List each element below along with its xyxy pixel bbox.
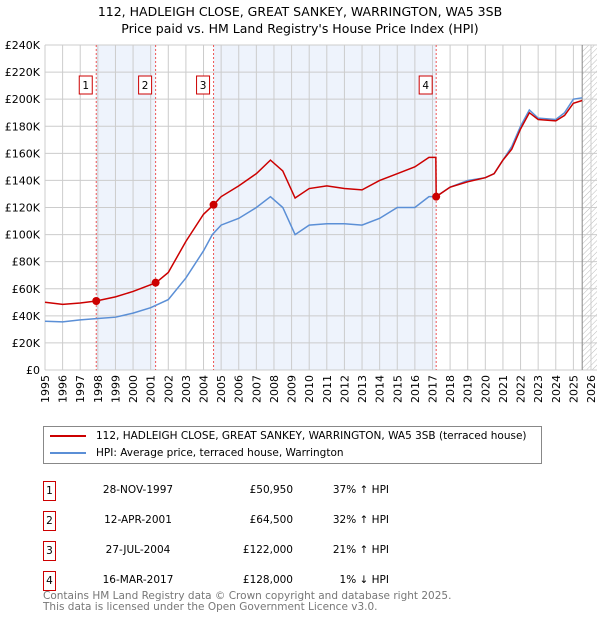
sale-row: 2 12-APR-2001 £64,500 32% ↑ HPI: [43, 511, 443, 531]
sale-badge-label: 2: [142, 80, 149, 92]
x-tick-label: 2006: [233, 375, 246, 403]
sale-badge-label: 3: [200, 80, 207, 92]
x-tick-label: 2002: [162, 375, 175, 403]
sale-row: 4 16-MAR-2017 £128,000 1% ↓ HPI: [43, 571, 443, 591]
sale-price: £122,000: [242, 544, 293, 556]
x-tick-label: 2003: [180, 375, 193, 403]
x-tick-label: 2014: [374, 375, 387, 403]
sale-badge: 4: [43, 571, 56, 591]
chart-subtitle: Price paid vs. HM Land Registry's House …: [121, 21, 479, 36]
sale-date: 12-APR-2001: [104, 514, 172, 526]
sale-badge: 3: [43, 541, 56, 561]
sale-point: [92, 297, 101, 306]
legend-blue-line: [50, 452, 86, 454]
x-tick-label: 2023: [532, 375, 545, 403]
y-tick-label: £120K: [5, 202, 41, 215]
x-tick-label: 1997: [74, 375, 87, 403]
x-tick-label: 2015: [391, 375, 404, 403]
x-tick-label: 1996: [57, 375, 70, 403]
y-tick-label: £20K: [12, 337, 41, 350]
sale-row: 1 28-NOV-1997 £50,950 37% ↑ HPI: [43, 481, 443, 501]
legend-hpi: HPI: Average price, terraced house, Warr…: [96, 447, 344, 459]
x-tick-label: 2010: [303, 375, 316, 403]
y-tick-label: £140K: [5, 174, 41, 187]
sale-badge: [196, 75, 211, 95]
sale-hpi-diff: 32% ↑ HPI: [332, 514, 389, 526]
x-tick-label: 2020: [479, 375, 492, 403]
x-tick-label: 2008: [268, 375, 281, 403]
x-tick-label: 2001: [145, 375, 158, 403]
x-tick-label: 2021: [497, 375, 510, 403]
price-chart: 1995 1996 1997 1998 1999 2000 2001 2002 2003 2004…: [5, 39, 598, 403]
y-tick-label: £160K: [5, 147, 41, 160]
sale-hpi-diff: 37% ↑ HPI: [332, 484, 389, 496]
y-tick-label: £240K: [5, 39, 41, 52]
sale-date: 27-JUL-2004: [105, 544, 171, 556]
sale-row: 3 27-JUL-2004 £122,000 21% ↑ HPI: [43, 541, 443, 561]
x-tick-label: 2007: [250, 375, 263, 403]
x-tick-label: 2016: [409, 375, 422, 403]
y-tick-label: £40K: [12, 310, 41, 323]
price-line: [44, 99, 583, 306]
x-tick-label: 1998: [92, 375, 105, 403]
y-tick-label: £200K: [5, 93, 41, 106]
x-tick-label: 2026: [585, 375, 598, 403]
sale-point: [151, 278, 160, 287]
sale-price: £50,950: [249, 484, 293, 496]
sale-badge: [78, 75, 93, 95]
x-tick-label: 2022: [515, 375, 528, 403]
y-tick-label: £60K: [12, 283, 41, 296]
sale-badge-label: 1: [82, 80, 89, 92]
x-tick-label: 2009: [286, 375, 299, 403]
x-tick-label: 2004: [198, 375, 211, 403]
footer-line: This data is licensed under the Open Gov…: [43, 601, 378, 613]
legend-red-line: [50, 435, 86, 437]
chart-title: 112, HADLEIGH CLOSE, GREAT SANKEY, WARRI…: [97, 4, 503, 19]
sale-date: 28-NOV-1997: [102, 484, 174, 496]
y-tick-label: £100K: [5, 229, 41, 242]
x-tick-label: 2025: [567, 375, 580, 403]
x-tick-label: 2005: [215, 375, 228, 403]
x-tick-label: 2013: [356, 375, 369, 403]
sale-badge: 2: [43, 511, 56, 531]
sale-point: [209, 200, 218, 209]
x-tick-label: 2018: [444, 375, 457, 403]
y-tick-label: £180K: [5, 120, 41, 133]
x-tick-label: 2017: [426, 375, 439, 403]
y-tick-label: £80K: [12, 256, 41, 269]
x-tick-label: 2012: [338, 375, 351, 403]
sale-price: £64,500: [249, 514, 293, 526]
sale-badge-label: 4: [422, 80, 429, 92]
x-tick-label: 2011: [321, 375, 334, 403]
sale-badge: [418, 75, 433, 95]
sale-hpi-diff: 1% ↓ HPI: [339, 574, 389, 586]
sale-date: 16-MAR-2017: [102, 574, 174, 586]
x-tick-label: 1999: [109, 375, 122, 403]
sale-price: £128,000: [242, 574, 293, 586]
x-tick-label: 2000: [127, 375, 140, 403]
sale-badge: [138, 75, 153, 95]
sale-point: [432, 192, 441, 201]
legend-property: 112, HADLEIGH CLOSE, GREAT SANKEY, WARRI…: [96, 430, 527, 442]
x-tick-label: 2019: [462, 375, 475, 403]
x-tick-label: 1995: [39, 375, 52, 403]
y-tick-label: £220K: [5, 66, 41, 79]
hpi-line: [44, 97, 583, 323]
footer: Contains HM Land Registry data © Crown c…: [43, 591, 451, 613]
footer-line: Contains HM Land Registry data © Crown c…: [43, 590, 452, 602]
sale-badge: 1: [43, 481, 56, 501]
y-tick-label: £0: [26, 364, 40, 377]
sale-hpi-diff: 21% ↑ HPI: [332, 544, 389, 556]
x-tick-label: 2024: [550, 375, 563, 403]
legend: 112, HADLEIGH CLOSE, GREAT SANKEY, WARRI…: [43, 426, 542, 464]
